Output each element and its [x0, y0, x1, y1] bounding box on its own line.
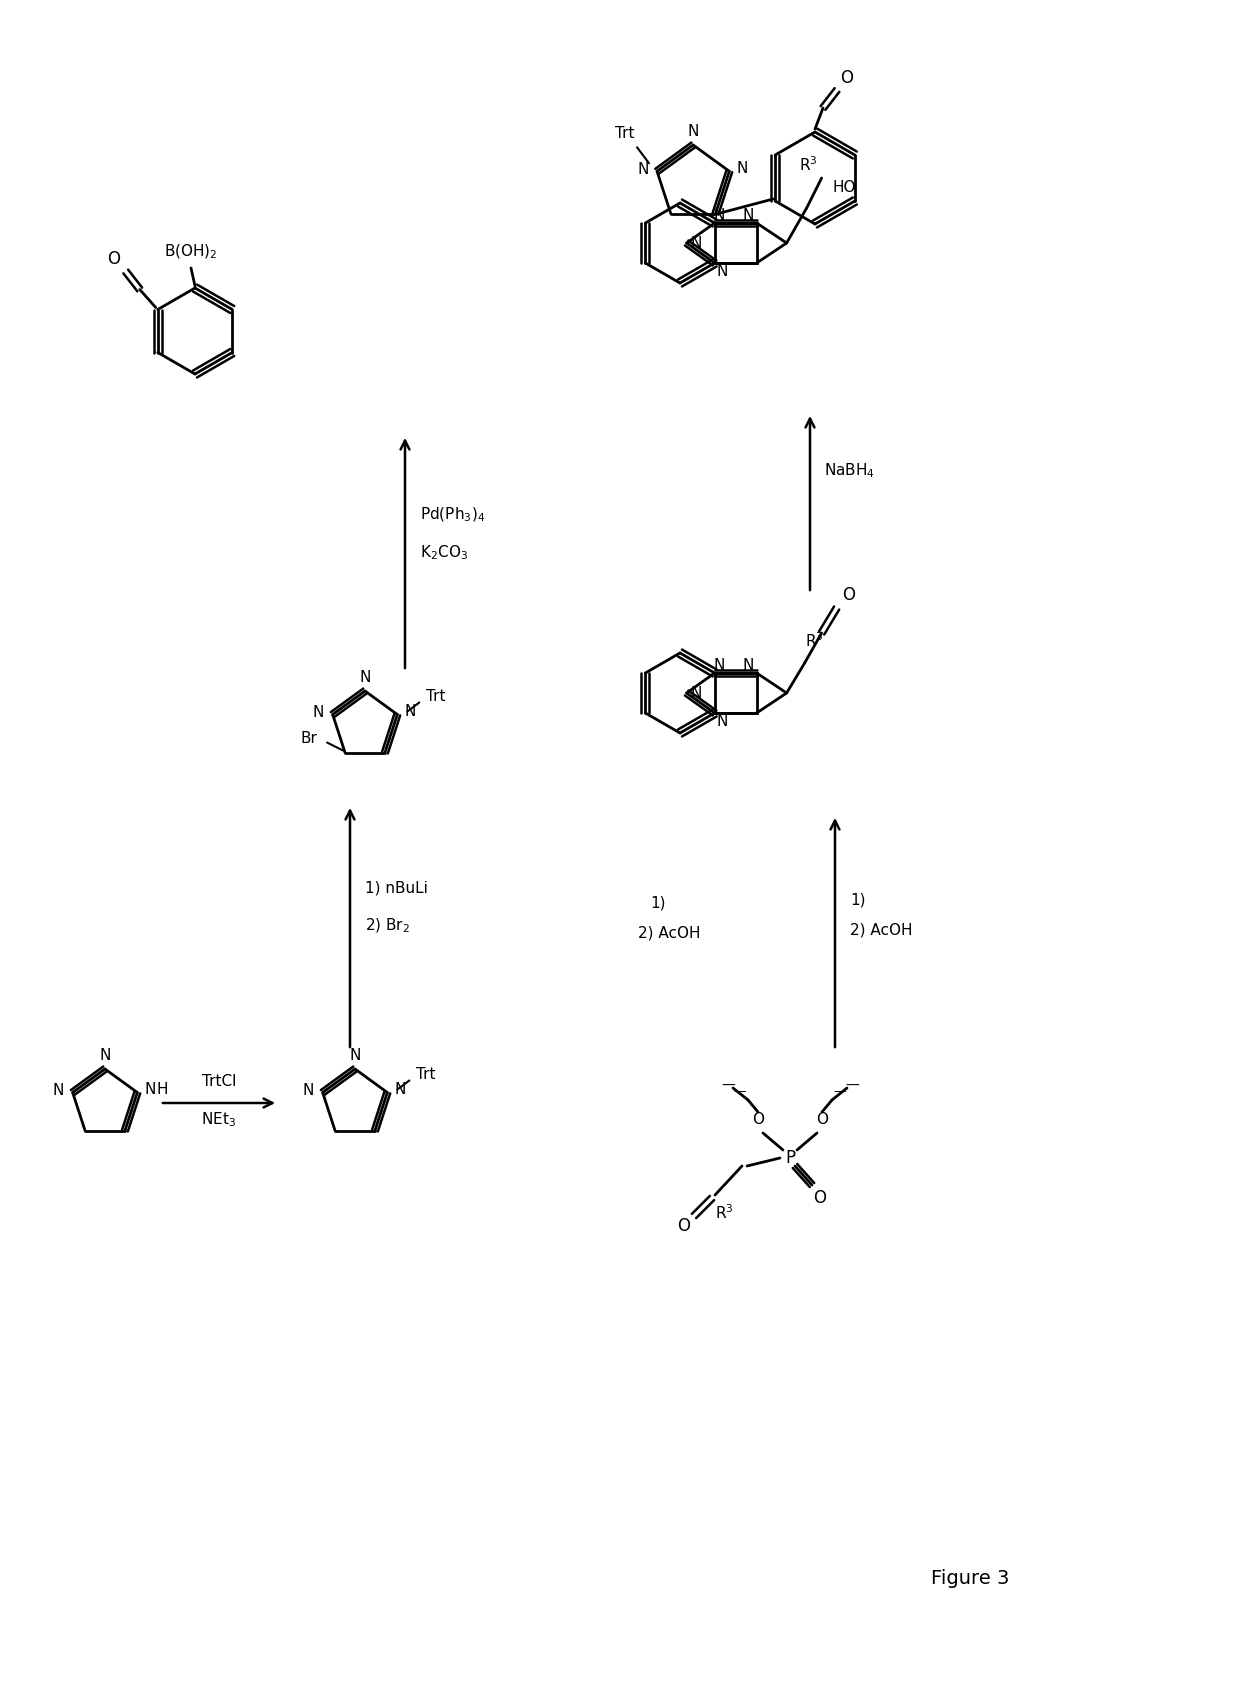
- Text: —: —: [846, 1078, 859, 1094]
- Text: B(OH)$_2$: B(OH)$_2$: [164, 242, 218, 261]
- Text: N: N: [717, 264, 728, 279]
- Text: O: O: [108, 251, 120, 269]
- Text: N: N: [737, 161, 748, 176]
- Text: O: O: [813, 1188, 827, 1207]
- Text: —: —: [734, 1085, 746, 1099]
- Text: N: N: [303, 1084, 315, 1099]
- Text: —: —: [722, 1078, 735, 1094]
- Text: N: N: [350, 1048, 361, 1063]
- Text: O: O: [842, 586, 856, 604]
- Text: NEt$_3$: NEt$_3$: [201, 1111, 237, 1129]
- Text: N: N: [360, 670, 371, 686]
- Text: N: N: [394, 1082, 405, 1097]
- Text: Figure 3: Figure 3: [931, 1568, 1009, 1588]
- Text: P: P: [785, 1150, 795, 1166]
- Text: K$_2$CO$_3$: K$_2$CO$_3$: [420, 543, 467, 562]
- Text: O: O: [841, 69, 853, 86]
- Text: N: N: [691, 235, 702, 251]
- Text: N: N: [687, 125, 699, 139]
- Text: N: N: [717, 713, 728, 728]
- Text: R$^3$: R$^3$: [805, 631, 823, 650]
- Text: N: N: [743, 208, 754, 222]
- Text: O: O: [816, 1112, 828, 1128]
- Text: NaBH$_4$: NaBH$_4$: [825, 462, 875, 481]
- Text: N: N: [312, 704, 325, 720]
- Text: O: O: [677, 1217, 691, 1234]
- Text: Trt: Trt: [425, 689, 445, 704]
- Text: 1): 1): [650, 896, 666, 911]
- Text: 2) AcOH: 2) AcOH: [639, 926, 701, 941]
- Text: N: N: [714, 657, 725, 672]
- Text: 1): 1): [849, 892, 866, 907]
- Text: 2) Br$_2$: 2) Br$_2$: [365, 918, 410, 935]
- Text: N: N: [743, 657, 754, 672]
- Text: N: N: [53, 1084, 64, 1099]
- Text: R$^3$: R$^3$: [800, 156, 818, 174]
- Text: —: —: [833, 1085, 846, 1099]
- Text: N: N: [404, 704, 417, 720]
- Text: 2) AcOH: 2) AcOH: [849, 923, 913, 938]
- Text: HO: HO: [833, 181, 857, 195]
- Text: Trt: Trt: [415, 1067, 435, 1082]
- Text: O: O: [751, 1112, 764, 1128]
- Text: Trt: Trt: [615, 125, 635, 141]
- Text: 1) nBuLi: 1) nBuLi: [365, 880, 428, 896]
- Text: Br: Br: [300, 731, 317, 747]
- Text: H: H: [156, 1082, 169, 1097]
- Text: Pd(Ph$_3$)$_4$: Pd(Ph$_3$)$_4$: [420, 506, 485, 525]
- Text: N: N: [691, 686, 702, 701]
- Text: N: N: [99, 1048, 110, 1063]
- Text: R$^3$: R$^3$: [714, 1204, 733, 1222]
- Text: N: N: [637, 163, 649, 176]
- Text: N: N: [145, 1082, 156, 1097]
- Text: TrtCl: TrtCl: [202, 1075, 236, 1090]
- Text: N: N: [714, 208, 725, 222]
